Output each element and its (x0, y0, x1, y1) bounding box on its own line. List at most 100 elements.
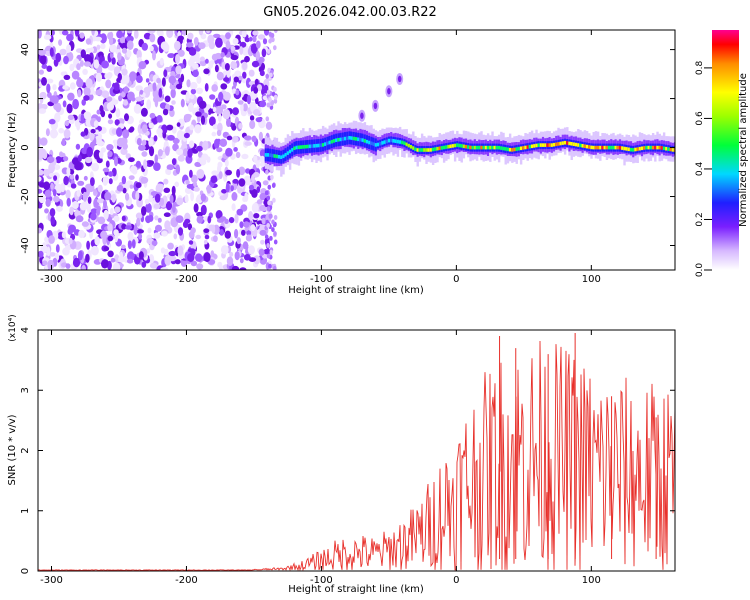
noise-blob (174, 259, 181, 265)
noise-blob (135, 96, 143, 102)
noise-blob (248, 257, 257, 262)
band-core (288, 149, 292, 154)
noise-blob (42, 260, 48, 266)
band-core (363, 139, 367, 143)
band-core (328, 140, 331, 145)
noise-blob (174, 181, 179, 188)
noise-blob (168, 250, 177, 257)
noise-blob (273, 239, 278, 245)
band-core (484, 145, 488, 150)
noise-blob (265, 73, 270, 79)
noise-blob (236, 208, 244, 216)
band-core (310, 144, 314, 148)
noise-blob (174, 40, 181, 51)
noise-blob (161, 77, 166, 87)
band-core (614, 145, 617, 150)
noise-blob (148, 122, 155, 129)
noise-blob (201, 153, 209, 161)
noise-blob (271, 183, 276, 188)
noise-blob (159, 197, 165, 207)
noise-blob (251, 135, 257, 143)
noise-blob (256, 186, 261, 194)
noise-blob (214, 64, 219, 73)
band-core (277, 155, 281, 159)
band-core (368, 140, 371, 145)
noise-blob (230, 61, 238, 70)
noise-blob (152, 82, 157, 92)
noise-blob (175, 148, 184, 156)
band-core (645, 145, 648, 150)
noise-blob (200, 204, 207, 216)
band-core (346, 136, 349, 140)
noise-blob (241, 153, 249, 160)
band-core (431, 147, 435, 152)
band-core (654, 145, 657, 150)
noise-blob (117, 52, 122, 61)
band-core (530, 144, 534, 149)
noise-blob (106, 144, 114, 151)
noise-blob (226, 256, 234, 267)
noise-blob (166, 124, 174, 131)
snr-ytick-label: 3 (20, 387, 31, 393)
noise-blob (273, 86, 277, 92)
band-core (506, 147, 510, 152)
noise-blob (147, 30, 156, 34)
band-core (299, 145, 303, 149)
noise-blob (47, 259, 55, 270)
noise-blob (212, 106, 217, 113)
noise-blob (184, 113, 192, 119)
noise-blob (134, 30, 139, 39)
band-core (326, 141, 329, 146)
noise-blob (272, 197, 276, 203)
noise-blob (49, 208, 56, 217)
noise-blob (236, 237, 241, 245)
noise-blob (249, 120, 256, 130)
noise-blob (232, 179, 239, 184)
noise-blob (269, 235, 273, 241)
noise-blob (148, 137, 154, 148)
band-core (464, 144, 468, 149)
noise-blob (198, 42, 206, 50)
noise-blob (148, 193, 153, 203)
snr-xtick-label: -200 (175, 575, 198, 586)
noise-blob (146, 99, 152, 110)
noise-blob (266, 253, 271, 259)
noise-blob (85, 78, 93, 89)
band-core (603, 145, 606, 150)
band-core (563, 140, 567, 145)
noise-blob (116, 137, 125, 148)
noise-blob (66, 44, 72, 53)
noise-blob (133, 225, 138, 236)
snr-ytick-label: 2 (20, 447, 31, 453)
spectrogram-xtick-label: -300 (40, 274, 63, 285)
band-core (313, 144, 316, 148)
band-core (572, 142, 576, 146)
noise-blob (219, 195, 228, 201)
noise-blob (265, 169, 269, 175)
noise-blob (112, 262, 121, 270)
noise-blob (187, 32, 194, 40)
noise-blob (269, 213, 273, 219)
noise-blob (60, 71, 67, 77)
noise-blob (213, 235, 218, 243)
noise-blob (69, 63, 75, 72)
band-core (495, 145, 499, 150)
band-core (282, 154, 285, 159)
noise-blob (262, 180, 269, 186)
noise-blob (79, 202, 87, 211)
noise-blob (90, 245, 99, 256)
noise-blob (81, 264, 86, 270)
noise-blob (95, 89, 103, 96)
noise-blob (163, 212, 171, 217)
noise-blob (271, 219, 275, 225)
noise-blob (172, 143, 179, 152)
noise-blob (127, 231, 134, 241)
band-core (280, 155, 283, 159)
noise-blob (149, 112, 156, 119)
noise-blob (38, 176, 42, 182)
noise-blob (61, 231, 66, 239)
noise-blob (91, 162, 99, 172)
noise-blob (157, 149, 163, 157)
noise-blob (72, 257, 81, 268)
